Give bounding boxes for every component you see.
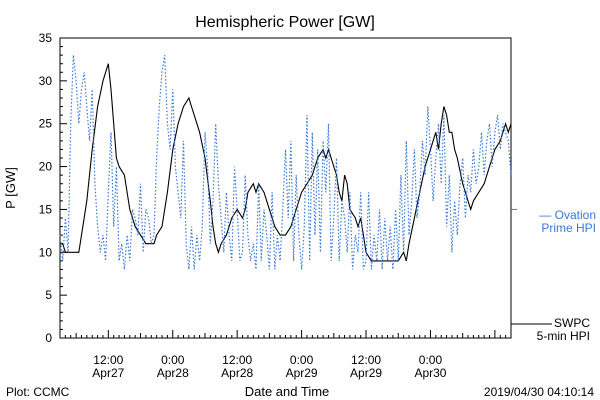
x-tick-label-time: 12:00	[351, 353, 381, 367]
axis-ticks: 0510152025303512:00Apr270:00Apr2812:00Ap…	[39, 31, 517, 380]
x-tick-label-time: 0:00	[161, 353, 185, 367]
y-tick-label: 10	[39, 245, 53, 259]
x-axis-label: Date and Time	[245, 384, 330, 399]
legend-ovation-line2: Prime HPI	[541, 221, 596, 235]
y-tick-label: 30	[39, 74, 53, 88]
ovation-prime-hpi-line	[59, 55, 512, 270]
x-tick-label-time: 0:00	[419, 353, 443, 367]
x-tick-label-time: 0:00	[290, 353, 314, 367]
swpc-hpi-line	[60, 63, 512, 262]
y-tick-label: 0	[45, 331, 52, 345]
x-tick-label-date: Apr29	[350, 366, 382, 380]
x-tick-label-date: Apr28	[157, 366, 189, 380]
legend-swpc-line1: SWPC	[554, 316, 590, 330]
y-tick-label: 25	[39, 117, 53, 131]
y-axis-label: P [GW]	[3, 167, 18, 209]
y-tick-label: 20	[39, 160, 53, 174]
plot-frame	[59, 37, 512, 339]
x-tick-label-time: 12:00	[222, 353, 252, 367]
plot-source: Plot: CCMC	[6, 385, 70, 399]
x-tick-label-date: Apr27	[92, 366, 124, 380]
legend-swpc-line2: 5-min HPI	[537, 329, 590, 343]
series-lines	[59, 55, 512, 270]
timestamp: 2019/04/30 04:10:14	[484, 385, 594, 399]
y-tick-label: 15	[39, 202, 53, 216]
y-tick-label: 35	[39, 31, 53, 45]
x-tick-label-date: Apr28	[221, 366, 253, 380]
x-tick-label-date: Apr29	[286, 366, 318, 380]
x-tick-label-date: Apr30	[414, 366, 446, 380]
y-tick-label: 5	[45, 288, 52, 302]
chart-title: Hemispheric Power [GW]	[195, 14, 375, 31]
legend-ovation-line1: — Ovation	[539, 208, 596, 222]
x-tick-label-time: 12:00	[93, 353, 123, 367]
